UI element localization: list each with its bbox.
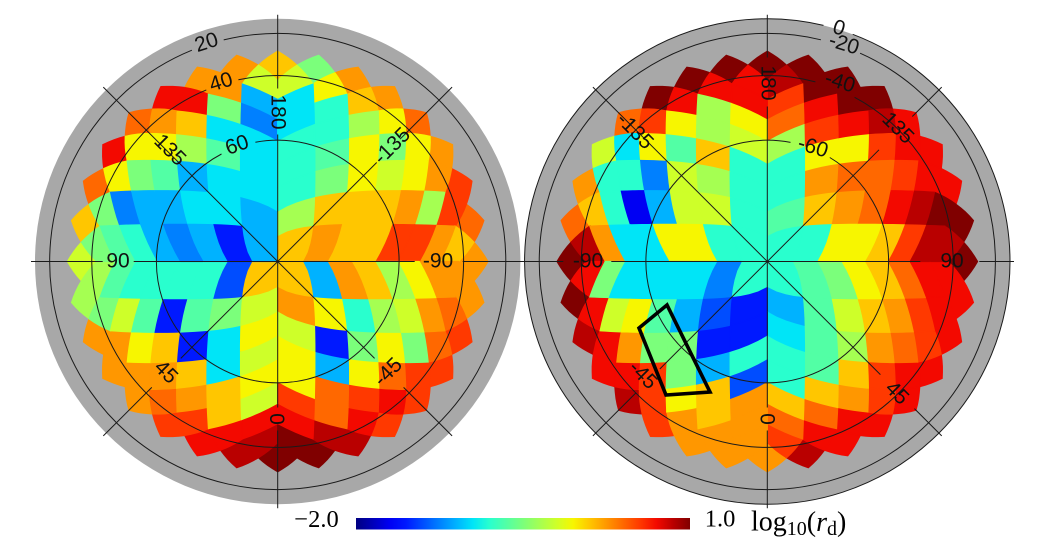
- svg-text:180: 180: [267, 94, 290, 129]
- svg-text:90: 90: [106, 250, 129, 273]
- svg-text:-90: -90: [573, 250, 603, 273]
- svg-text:180: 180: [757, 65, 780, 100]
- svg-text:90: 90: [940, 250, 963, 273]
- svg-text:0: 0: [756, 413, 779, 425]
- svg-text:1.0: 1.0: [705, 506, 736, 533]
- svg-text:-90: -90: [423, 250, 453, 273]
- svg-text:0: 0: [265, 413, 288, 425]
- svg-text:−2.0: −2.0: [294, 506, 338, 533]
